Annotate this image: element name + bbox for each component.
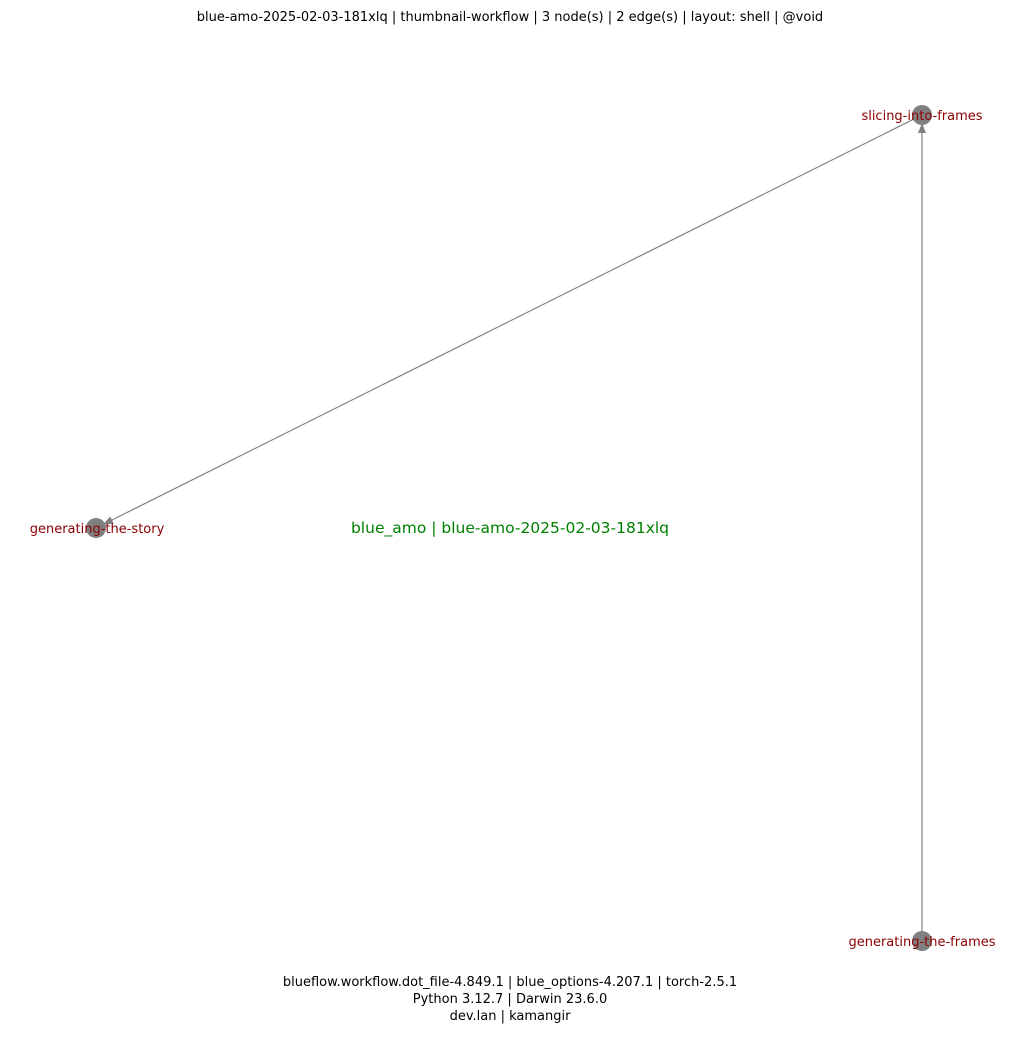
node-circle[interactable] [912,105,932,125]
edges-layer [103,114,926,941]
nodes-layer: slicing-into-frames generating-the-story… [30,105,996,951]
node-label: generating-the-story [30,522,165,537]
edge-slicing-into-frames-to-generating-the-story [103,114,923,525]
node-label: slicing-into-frames [861,109,982,124]
center-label: blue_amo | blue-amo-2025-02-03-181xlq [351,519,669,538]
diagram-title: blue-amo-2025-02-03-181xlq | thumbnail-w… [197,10,823,25]
node-circle[interactable] [912,931,932,951]
footer-line-2: Python 3.12.7 | Darwin 23.6.0 [413,992,607,1007]
node-generating-the-story[interactable]: generating-the-story [30,518,165,538]
node-circle[interactable] [86,518,106,538]
node-label: generating-the-frames [848,935,995,950]
footer-line-1: blueflow.workflow.dot_file-4.849.1 | blu… [283,975,737,990]
node-generating-the-frames[interactable]: generating-the-frames [848,931,996,951]
footer-line-3: dev.lan | kamangir [450,1009,572,1024]
footer: blueflow.workflow.dot_file-4.849.1 | blu… [283,975,737,1024]
node-slicing-into-frames[interactable]: slicing-into-frames [861,105,983,125]
